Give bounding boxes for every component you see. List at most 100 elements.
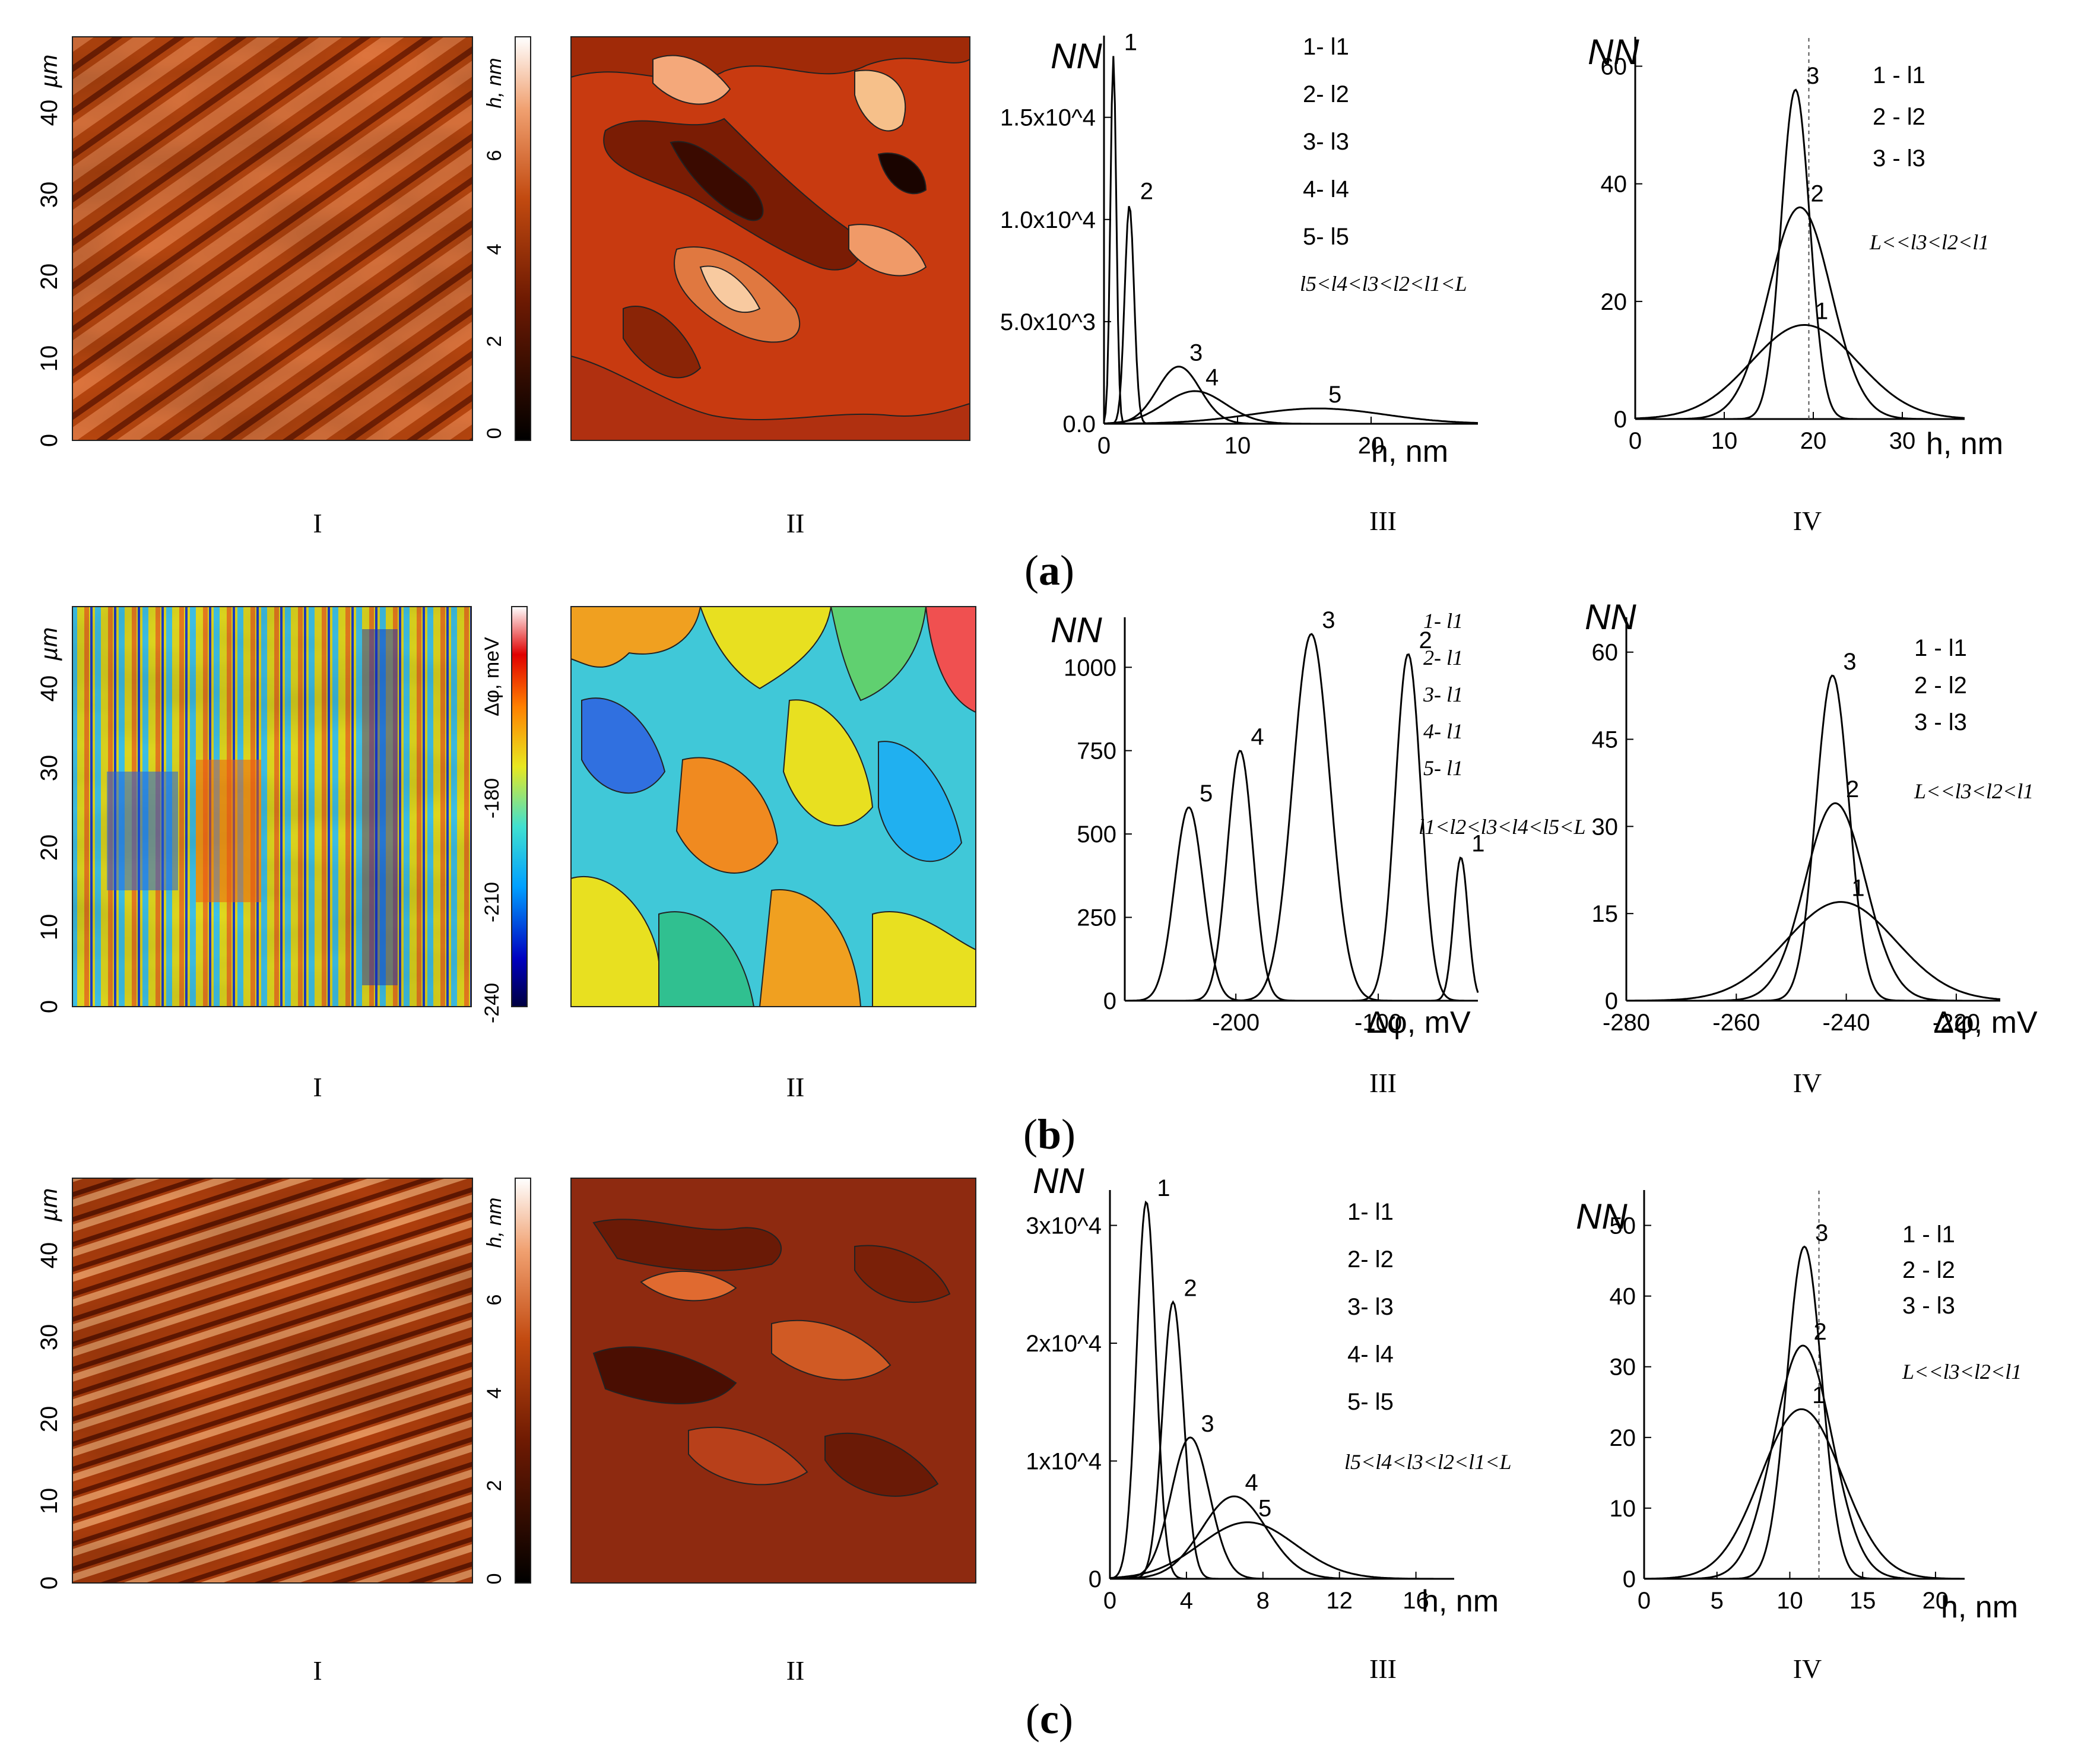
y-tick-label: 750 (1077, 738, 1116, 764)
series-label: 2 (1814, 1319, 1827, 1345)
map-ytick: 40 (36, 675, 62, 702)
colorbar: -240 -210 -180 Δφ, meV (481, 606, 528, 1023)
series-label: 2 (1419, 627, 1432, 653)
panel-label: IV (1793, 1068, 1822, 1098)
map-ytick: 0 (36, 1000, 62, 1013)
y-tick-label: 10 (1610, 1496, 1636, 1522)
panel-label: II (786, 1655, 805, 1686)
x-axis-label: h, nm (1941, 1590, 2018, 1625)
legend-item: 1- l1 (1347, 1199, 1394, 1225)
colorbar-tick: 0 (483, 428, 506, 439)
series-label: 5 (1258, 1496, 1271, 1522)
legend-c-IV: 1 - l1 2 - l2 3 - l3 L<<l3<l2<l1 (1902, 1222, 2022, 1384)
map-ytick: 10 (36, 345, 62, 372)
map-ytick: 30 (36, 182, 62, 208)
colorbar-tick: 6 (483, 150, 506, 161)
map-ytick: 10 (36, 1488, 62, 1515)
colorbar-tick: 4 (483, 1388, 506, 1399)
y-tick-label: 40 (1610, 1284, 1636, 1310)
row-caption-letter: c (1040, 1695, 1059, 1743)
legend-relation: L<<l3<l2<l1 (1902, 1360, 2022, 1384)
x-tick-label: 0 (1629, 428, 1642, 454)
x-axis-label: h, nm (1422, 1584, 1499, 1619)
series-curve-3 (1644, 1245, 1965, 1580)
series-label: 1 (1471, 830, 1484, 856)
legend-item: 5- l5 (1303, 224, 1349, 250)
x-tick-label: -220 (1933, 1010, 1980, 1036)
legend-c-III: 1- l1 2- l2 3- l3 4- l4 5- l5 l5<l4<l3<l… (1344, 1199, 1512, 1474)
series-label: 1 (1815, 298, 1828, 324)
x-tick-label: 4 (1180, 1588, 1193, 1614)
y-tick-label: 1000 (1064, 655, 1116, 681)
row-caption-letter: b (1038, 1111, 1061, 1158)
series-curve-3 (1626, 674, 2000, 1002)
colorbar-tick: 4 (483, 244, 506, 255)
series-label: 4 (1205, 364, 1219, 391)
map-topography: 0 10 20 30 40 µm (36, 36, 473, 447)
colorbar-tick: -180 (481, 778, 503, 818)
legend-item: 1- l1 (1303, 34, 1349, 60)
legend-b-III: 1- l1 2- l1 3- l1 4- l1 5- l1 l1<l2<l3<l… (1419, 609, 1586, 839)
x-axis-label: Δφ, mV (1933, 1005, 2038, 1040)
y-tick-label: 5.0x10^3 (1000, 309, 1096, 335)
series-curve-3 (1635, 88, 1965, 420)
series-curve-1 (1103, 56, 1478, 425)
series-label: 2 (1811, 180, 1824, 207)
map-yunit: µm (36, 627, 62, 661)
y-tick-label: 0.0 (1062, 411, 1096, 437)
legend-relation: l1<l2<l3<l4<l5<L (1419, 815, 1586, 839)
series-label: 5 (1328, 382, 1341, 408)
legend-a-IV: 1 - l1 2 - l2 3 - l3 L<<l3<l2<l1 (1869, 62, 1989, 254)
panel-label: II (786, 508, 805, 538)
y-tick-label: 250 (1077, 905, 1116, 931)
y-axis-label: NN (1588, 32, 1639, 72)
row-caption: (b) (1023, 1111, 1076, 1158)
series-curve-1 (1125, 856, 1479, 1002)
colorbar-tick: 2 (483, 336, 506, 347)
series-curve-1 (1635, 324, 1965, 420)
y-axis-label: NN (1051, 36, 1102, 76)
map-ytick: 20 (36, 264, 62, 290)
legend-item: 3- l3 (1347, 1294, 1394, 1320)
y-tick-label: 1.5x10^4 (1000, 105, 1096, 131)
panel-label: II (786, 1072, 805, 1102)
x-tick-label: 30 (1889, 428, 1916, 454)
y-tick-label: 0 (1605, 988, 1618, 1014)
chart-a-III: 0 10 20 0.0 5.0x10^3 1.0x10^4 1.5x10^4 NN h, nm 1… (1000, 29, 1479, 469)
legend-item: 4- l1 (1423, 719, 1463, 743)
series-label: 3 (1815, 1220, 1828, 1246)
y-tick-label: 40 (1601, 172, 1628, 198)
y-tick-label: 30 (1610, 1354, 1636, 1381)
series-label: 4 (1251, 724, 1264, 750)
series-label: 2 (1184, 1276, 1197, 1302)
map-ytick: 0 (36, 434, 62, 447)
y-tick-label: 3x10^4 (1026, 1213, 1102, 1239)
x-tick-label: 10 (1224, 433, 1251, 459)
x-tick-label: 0 (1097, 433, 1111, 459)
x-tick-label: -100 (1354, 1010, 1402, 1036)
legend-item: 3 - l3 (1914, 709, 1967, 735)
panel-label: I (313, 1655, 322, 1686)
legend-item: 2- l1 (1423, 646, 1463, 670)
panel-label: III (1369, 1654, 1397, 1684)
panel-label: IV (1793, 506, 1822, 536)
panel-label: IV (1793, 1654, 1822, 1684)
y-tick-label: 60 (1592, 640, 1619, 666)
x-tick-label: 5 (1711, 1588, 1724, 1614)
map-yunit: µm (36, 1188, 62, 1222)
map-clusters (570, 1178, 976, 1584)
x-tick-label: 20 (1922, 1588, 1949, 1614)
legend-item: 1 - l1 (1873, 62, 1925, 88)
x-tick-label: 10 (1776, 1588, 1803, 1614)
colorbar-tick: -210 (481, 882, 503, 922)
legend-item: 3- l1 (1423, 683, 1463, 706)
colorbar-tick: 6 (483, 1295, 506, 1306)
y-axis-label: NN (1051, 610, 1102, 650)
y-tick-label: 50 (1610, 1213, 1636, 1239)
y-tick-label: 20 (1610, 1425, 1636, 1451)
y-tick-label: 60 (1601, 54, 1628, 80)
y-axis-label: NN (1576, 1197, 1628, 1236)
